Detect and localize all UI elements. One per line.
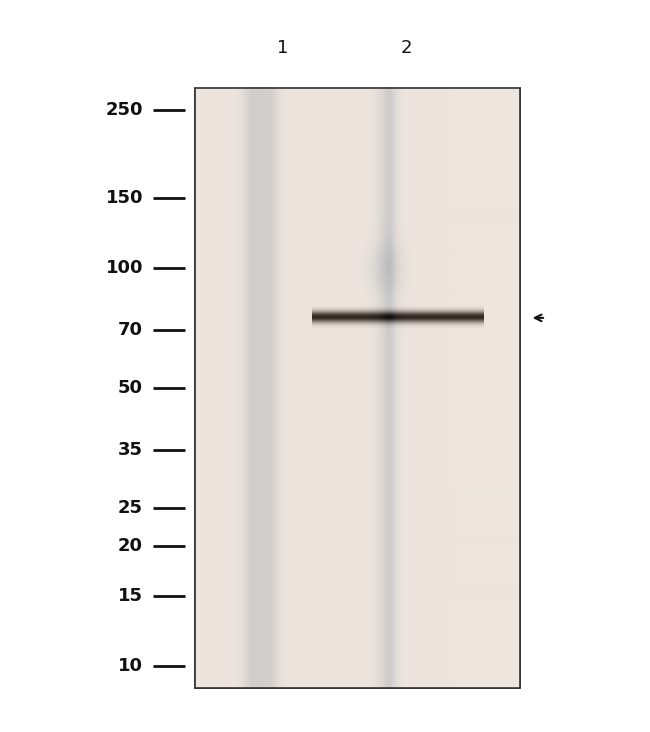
Text: 25: 25 — [118, 498, 143, 517]
Text: 2: 2 — [400, 39, 412, 56]
Text: 150: 150 — [105, 189, 143, 207]
Text: 1: 1 — [277, 39, 289, 56]
Text: 10: 10 — [118, 657, 143, 675]
Text: 20: 20 — [118, 537, 143, 556]
Text: 70: 70 — [118, 321, 143, 339]
Text: 50: 50 — [118, 379, 143, 397]
Text: 250: 250 — [105, 101, 143, 119]
Bar — [195, 88, 520, 688]
Text: 15: 15 — [118, 587, 143, 605]
Text: 35: 35 — [118, 441, 143, 459]
Bar — [195, 88, 520, 688]
Text: 100: 100 — [105, 259, 143, 277]
